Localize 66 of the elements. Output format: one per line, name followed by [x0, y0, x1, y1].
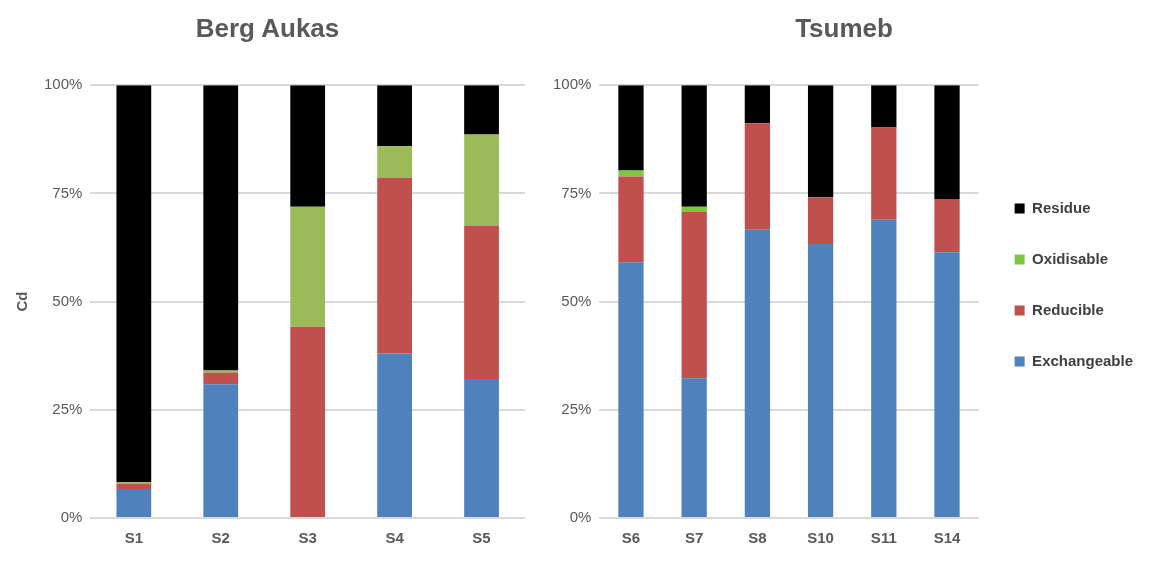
bar	[934, 252, 960, 517]
bar	[681, 85, 707, 207]
y-tick-label: 100%	[43, 75, 83, 93]
bar	[871, 85, 897, 128]
x-tick-label: S2	[211, 529, 230, 547]
y-axis-title: Cd	[13, 291, 31, 312]
bar	[203, 370, 239, 373]
y-tick-label: 75%	[561, 183, 592, 201]
bar	[377, 146, 412, 178]
y-tick-label: 50%	[561, 291, 592, 309]
legend-label: Oxidisable	[1032, 249, 1108, 267]
bar	[681, 206, 707, 213]
bar	[618, 85, 644, 171]
legend-label: Reducible	[1032, 300, 1104, 318]
bar	[377, 177, 412, 354]
bar	[203, 85, 239, 371]
bar	[744, 85, 771, 124]
bar	[807, 85, 834, 198]
y-tick-label: 25%	[561, 399, 592, 417]
x-tick-label: S1	[124, 529, 144, 547]
bar	[464, 85, 499, 135]
x-tick-label: S4	[385, 529, 405, 547]
y-tick-label: 0%	[569, 508, 592, 526]
bar	[377, 85, 412, 147]
bar	[681, 378, 707, 517]
bar	[116, 489, 152, 517]
chart-title: Tsumeb	[795, 12, 893, 43]
bar	[464, 225, 499, 380]
x-tick-label: S8	[748, 529, 767, 547]
bar	[807, 244, 834, 517]
bar	[203, 372, 239, 385]
y-tick-label: 75%	[52, 183, 83, 201]
bar	[871, 219, 897, 517]
bar	[871, 127, 897, 220]
y-tick-label: 0%	[60, 508, 83, 526]
x-tick-label: S5	[472, 529, 491, 547]
bar	[464, 379, 499, 517]
y-tick-label: 100%	[552, 75, 592, 93]
x-tick-label: S14	[933, 529, 962, 547]
legend-label: Residue	[1032, 198, 1091, 216]
bar	[934, 85, 960, 200]
bar	[618, 262, 644, 517]
x-tick-label: S3	[298, 529, 317, 547]
bar	[618, 176, 644, 263]
x-tick-label: S6	[621, 529, 641, 547]
y-tick-label: 25%	[52, 399, 83, 417]
y-tick-label: 50%	[52, 291, 83, 309]
bar	[290, 326, 326, 517]
bar	[681, 212, 707, 379]
bar	[116, 85, 152, 483]
bar	[116, 483, 152, 489]
bar	[744, 229, 771, 517]
x-tick-label: S7	[685, 529, 704, 547]
bar	[290, 85, 326, 207]
bar	[934, 199, 960, 253]
legend-label: Exchangeable	[1032, 351, 1134, 369]
bar	[618, 170, 644, 177]
bar	[290, 206, 326, 327]
x-tick-label: S11	[870, 529, 897, 547]
x-tick-label: S10	[807, 529, 834, 547]
bar	[744, 123, 771, 230]
chart-title: Berg Aukas	[195, 12, 340, 43]
bar	[203, 384, 239, 517]
bar	[377, 353, 412, 517]
bar	[464, 134, 499, 226]
bar	[807, 197, 834, 245]
